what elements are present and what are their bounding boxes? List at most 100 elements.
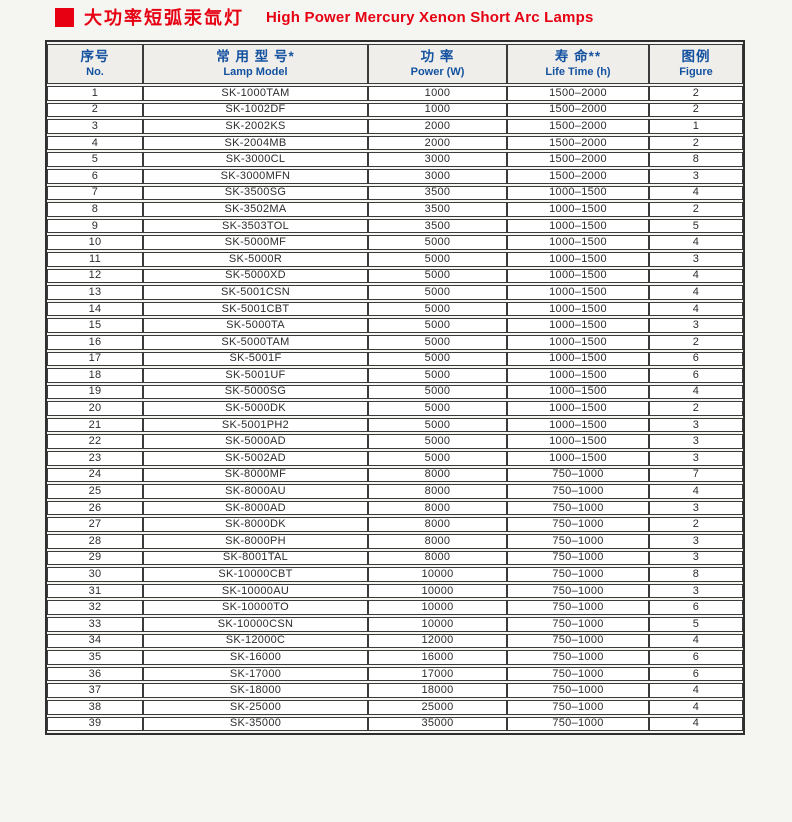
table-row: 10 SK-5000MF 5000 1000–1500 4 <box>47 235 743 250</box>
row-number-cell: 34 <box>47 633 143 649</box>
column-header-life-time: 寿 命** Life Time (h) <box>507 44 649 84</box>
column-header-power-en: Power (W) <box>410 66 465 79</box>
power-cell: 10000 <box>368 567 507 582</box>
figure-cell: 7 <box>649 467 743 483</box>
column-header-lamp-model-en: Lamp Model <box>223 66 288 79</box>
power-cell: 3000 <box>368 152 507 167</box>
row-number-cell: 38 <box>47 699 143 715</box>
figure-cell: 2 <box>649 334 743 350</box>
lifetime-cell: 1500–2000 <box>507 86 649 101</box>
table-row: 15 SK-5000TA 5000 1000–1500 3 <box>47 318 743 333</box>
lamp-model-cell: SK-10000TO <box>143 600 368 615</box>
lamp-model-cell: SK-10000AU <box>143 583 368 599</box>
figure-cell: 6 <box>649 650 743 665</box>
lifetime-cell: 1000–1500 <box>507 235 649 250</box>
row-number-cell: 16 <box>47 334 143 350</box>
lamp-model-cell: SK-5000XD <box>143 268 368 284</box>
power-cell: 5000 <box>368 334 507 350</box>
table-row: 5 SK-3000CL 3000 1500–2000 8 <box>47 152 743 167</box>
figure-cell: 5 <box>649 617 743 632</box>
lamp-table-header: 序号 No. 常 用 型 号* Lamp Model 功 率 Power (W)… <box>47 44 743 84</box>
lamp-table-body: 1 SK-1000TAM 1000 1500–2000 2 2 SK-1002DF 1000 1… <box>47 86 743 732</box>
figure-cell: 3 <box>649 168 743 184</box>
figure-cell: 2 <box>649 401 743 416</box>
lifetime-cell: 1000–1500 <box>507 251 649 267</box>
row-number-cell: 19 <box>47 384 143 400</box>
figure-cell: 2 <box>649 517 743 533</box>
lifetime-cell: 1000–1500 <box>507 434 649 450</box>
lamp-model-cell: SK-1002DF <box>143 102 368 118</box>
table-row: 39 SK-35000 35000 750–1000 4 <box>47 716 743 732</box>
power-cell: 3500 <box>368 202 507 217</box>
power-cell: 35000 <box>368 716 507 732</box>
lifetime-cell: 750–1000 <box>507 484 649 499</box>
row-number-cell: 25 <box>47 484 143 499</box>
row-number-cell: 9 <box>47 218 143 234</box>
row-number-cell: 10 <box>47 235 143 250</box>
table-row: 23 SK-5002AD 5000 1000–1500 3 <box>47 451 743 466</box>
lifetime-cell: 1500–2000 <box>507 152 649 167</box>
lamp-model-cell: SK-8000PH <box>143 534 368 549</box>
power-cell: 2000 <box>368 119 507 134</box>
column-header-power-cn: 功 率 <box>420 49 455 65</box>
lamp-model-cell: SK-16000 <box>143 650 368 665</box>
figure-cell: 6 <box>649 600 743 615</box>
lamp-model-cell: SK-2004MB <box>143 135 368 151</box>
column-header-no: 序号 No. <box>47 44 143 84</box>
table-row: 18 SK-5001UF 5000 1000–1500 6 <box>47 368 743 383</box>
lamp-model-cell: SK-5000R <box>143 251 368 267</box>
figure-cell: 4 <box>649 285 743 300</box>
lifetime-cell: 750–1000 <box>507 583 649 599</box>
table-row: 21 SK-5001PH2 5000 1000–1500 3 <box>47 417 743 433</box>
row-number-cell: 15 <box>47 318 143 333</box>
lifetime-cell: 750–1000 <box>507 500 649 516</box>
lamp-model-cell: SK-5001PH2 <box>143 417 368 433</box>
row-number-cell: 17 <box>47 351 143 367</box>
power-cell: 5000 <box>368 318 507 333</box>
table-row: 7 SK-3500SG 3500 1000–1500 4 <box>47 185 743 201</box>
lifetime-cell: 1000–1500 <box>507 451 649 466</box>
figure-cell: 3 <box>649 434 743 450</box>
table-row: 28 SK-8000PH 8000 750–1000 3 <box>47 534 743 549</box>
power-cell: 3500 <box>368 218 507 234</box>
row-number-cell: 30 <box>47 567 143 582</box>
column-header-lamp-model: 常 用 型 号* Lamp Model <box>143 44 368 84</box>
lamp-model-cell: SK-8000AU <box>143 484 368 499</box>
figure-cell: 6 <box>649 368 743 383</box>
lamp-model-cell: SK-8000MF <box>143 467 368 483</box>
row-number-cell: 29 <box>47 550 143 566</box>
power-cell: 5000 <box>368 351 507 367</box>
lifetime-cell: 750–1000 <box>507 617 649 632</box>
row-number-cell: 11 <box>47 251 143 267</box>
table-row: 2 SK-1002DF 1000 1500–2000 2 <box>47 102 743 118</box>
power-cell: 5000 <box>368 285 507 300</box>
row-number-cell: 37 <box>47 683 143 698</box>
lifetime-cell: 1000–1500 <box>507 301 649 317</box>
lamp-model-cell: SK-5000TAM <box>143 334 368 350</box>
column-header-life-time-cn: 寿 命** <box>554 49 602 65</box>
lifetime-cell: 750–1000 <box>507 517 649 533</box>
row-number-cell: 2 <box>47 102 143 118</box>
power-cell: 3000 <box>368 168 507 184</box>
figure-cell: 4 <box>649 716 743 732</box>
lifetime-cell: 750–1000 <box>507 600 649 615</box>
row-number-cell: 4 <box>47 135 143 151</box>
column-header-no-en: No. <box>86 66 104 79</box>
figure-cell: 4 <box>649 633 743 649</box>
figure-cell: 5 <box>649 218 743 234</box>
row-number-cell: 1 <box>47 86 143 101</box>
figure-cell: 2 <box>649 202 743 217</box>
table-row: 20 SK-5000DK 5000 1000–1500 2 <box>47 401 743 416</box>
column-header-figure-en: Figure <box>679 66 713 79</box>
figure-cell: 4 <box>649 699 743 715</box>
column-header-life-time-en: Life Time (h) <box>545 66 611 79</box>
figure-cell: 3 <box>649 318 743 333</box>
power-cell: 2000 <box>368 135 507 151</box>
lifetime-cell: 750–1000 <box>507 683 649 698</box>
column-header-power: 功 率 Power (W) <box>368 44 507 84</box>
lamp-model-cell: SK-5001F <box>143 351 368 367</box>
lifetime-cell: 750–1000 <box>507 699 649 715</box>
table-row: 37 SK-18000 18000 750–1000 4 <box>47 683 743 698</box>
lamp-model-cell: SK-25000 <box>143 699 368 715</box>
lamp-model-cell: SK-5001CSN <box>143 285 368 300</box>
